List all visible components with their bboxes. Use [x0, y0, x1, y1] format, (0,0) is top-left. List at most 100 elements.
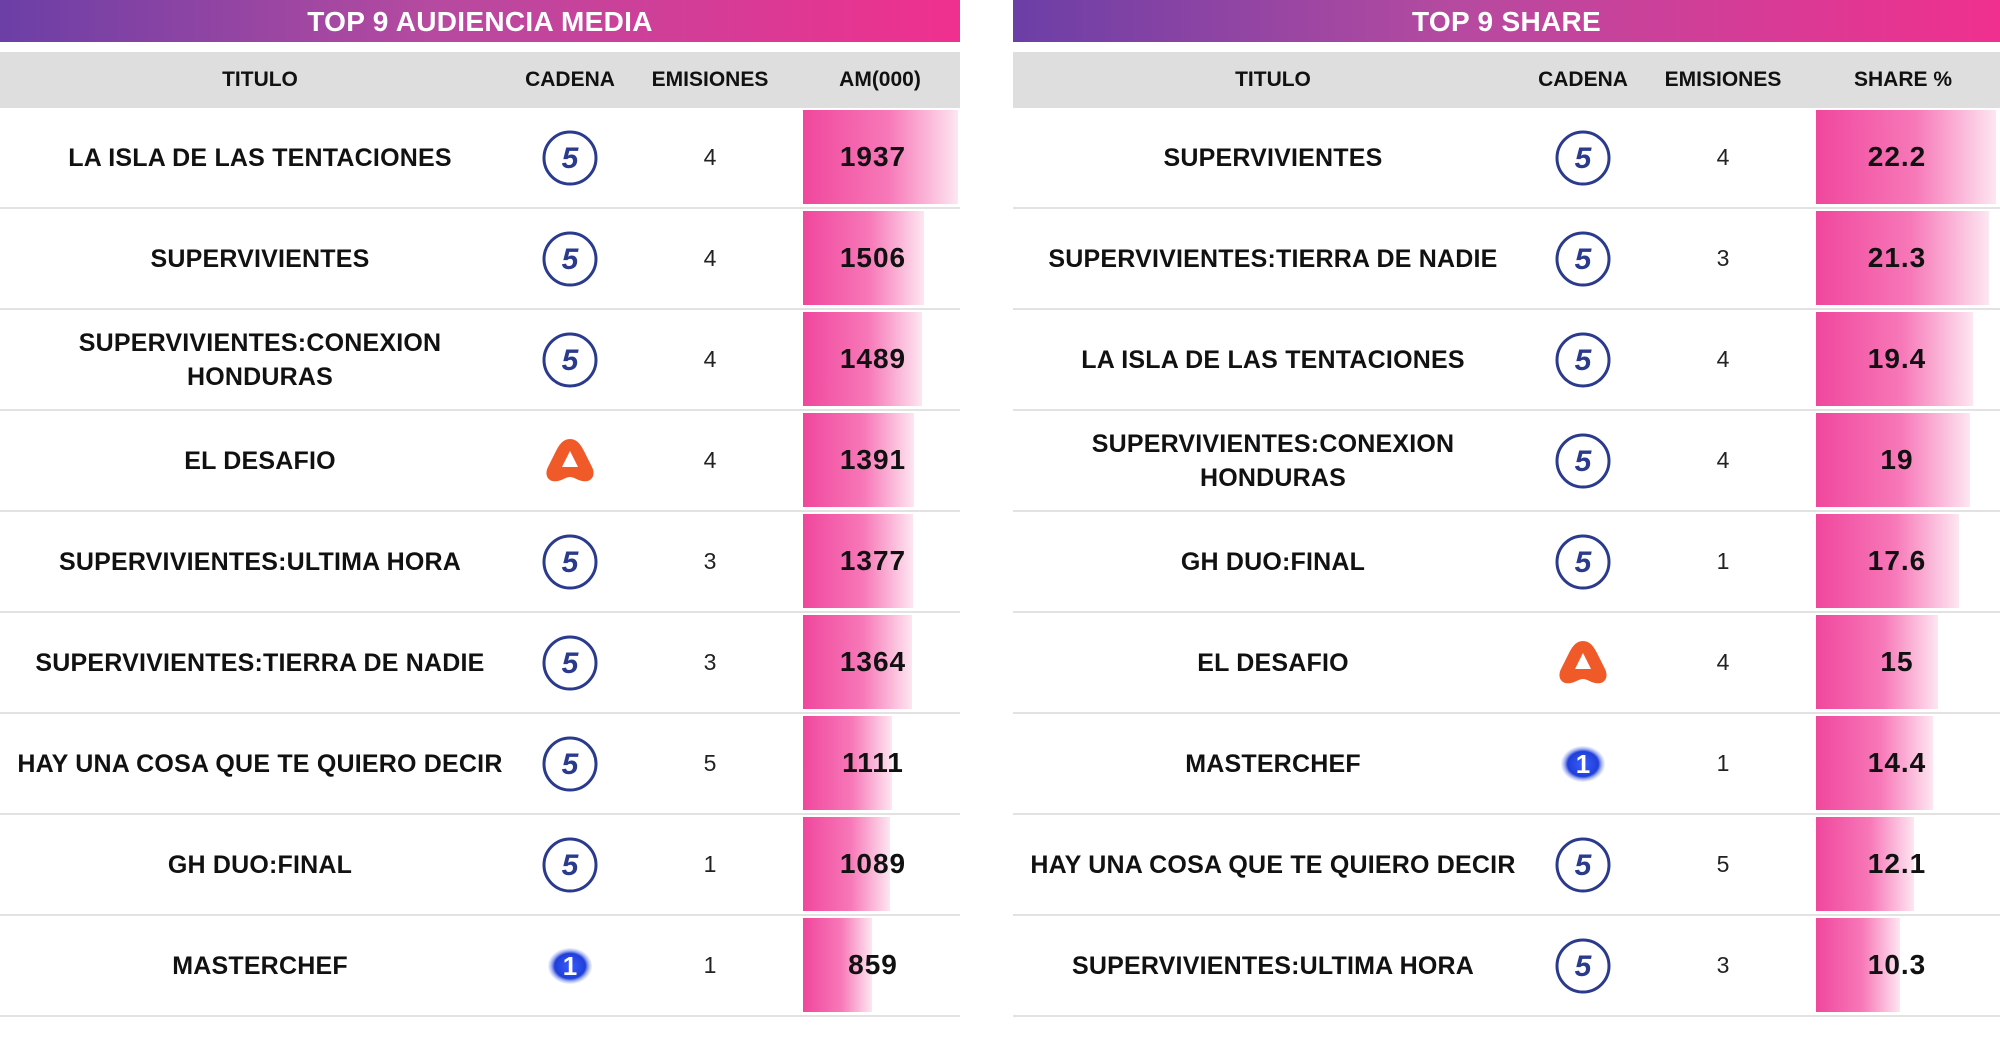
- value-bar: [803, 312, 922, 406]
- row-emisiones: 4: [1716, 346, 1730, 372]
- value-cell: 1937: [803, 110, 958, 204]
- value-bar: [803, 110, 958, 204]
- value-cell: 15: [1816, 615, 1996, 709]
- row-title: EL DESAFIO: [1197, 648, 1349, 677]
- telecinco-logo-icon: 5: [1533, 209, 1633, 308]
- row-emisiones: 1: [703, 851, 717, 877]
- row-title: LA ISLA DE LAS TENTACIONES: [68, 143, 452, 172]
- row-title: SUPERVIVIENTES: [1163, 143, 1383, 172]
- table-row: EL DESAFIO 4 1391: [0, 411, 960, 512]
- value-label: 1364: [839, 646, 907, 677]
- value-bar: [1816, 817, 1914, 911]
- value-cell: 17.6: [1816, 514, 1996, 608]
- table-row: MASTERCHEF 1 1 14.4: [1013, 714, 2000, 815]
- svg-text:5: 5: [1575, 142, 1593, 175]
- svg-text:5: 5: [562, 748, 580, 781]
- value-label: 1506: [839, 242, 907, 273]
- svg-text:5: 5: [562, 142, 580, 175]
- row-title: SUPERVIVIENTES: [150, 244, 370, 273]
- telecinco-logo-icon: 5: [1533, 411, 1633, 510]
- value-label: 19: [1880, 444, 1914, 475]
- telecinco-logo-icon: 5: [1533, 916, 1633, 1015]
- telecinco-logo-icon: 5: [1533, 815, 1633, 914]
- row-emisiones: 5: [1716, 851, 1730, 877]
- value-label: 21.3: [1867, 242, 1927, 273]
- row-emisiones: 4: [703, 144, 717, 170]
- telecinco-logo-icon: 5: [520, 613, 620, 712]
- svg-text:5: 5: [562, 344, 580, 377]
- telecinco-logo-icon: 5: [520, 815, 620, 914]
- value-cell: 859: [803, 918, 958, 1012]
- value-cell: 22.2: [1816, 110, 1996, 204]
- value-label: 1489: [839, 343, 907, 374]
- row-title: EL DESAFIO: [184, 446, 336, 475]
- svg-text:5: 5: [1575, 546, 1593, 579]
- table-row: GH DUO:FINAL 5 1 1089: [0, 815, 960, 916]
- value-cell: 19.4: [1816, 312, 1996, 406]
- row-title: MASTERCHEF: [1185, 749, 1361, 778]
- share-rows: SUPERVIVIENTES 5 4 22.2 SUPERVIVIENTES:TIERR…: [1013, 108, 2000, 1017]
- value-label: 1111: [842, 747, 904, 778]
- table-row: SUPERVIVIENTES:TIERRA DE NADIE 5 3 1364: [0, 613, 960, 714]
- svg-text:5: 5: [1575, 849, 1593, 882]
- row-emisiones: 3: [703, 548, 717, 574]
- svg-text:1: 1: [563, 951, 577, 981]
- table-row: SUPERVIVIENTES:TIERRA DE NADIE 5 3 21.3: [1013, 209, 2000, 310]
- value-label: 19.4: [1867, 343, 1927, 374]
- value-cell: 19: [1816, 413, 1996, 507]
- value-bar: [1816, 716, 1933, 810]
- audiencia-media-rows: LA ISLA DE LAS TENTACIONES 5 4 1937 SUPERVIV…: [0, 108, 960, 1017]
- value-bar: [803, 615, 912, 709]
- row-title: SUPERVIVIENTES:ULTIMA HORA: [59, 547, 461, 576]
- row-emisiones: 3: [1716, 245, 1730, 271]
- value-bar: [803, 817, 890, 911]
- row-emisiones: 4: [1716, 447, 1730, 473]
- table-row: LA ISLA DE LAS TENTACIONES 5 4 1937: [0, 108, 960, 209]
- value-bar: [1816, 312, 1973, 406]
- value-cell: 14.4: [1816, 716, 1996, 810]
- row-title: MASTERCHEF: [172, 951, 348, 980]
- svg-text:1: 1: [1576, 749, 1590, 779]
- row-title: SUPERVIVIENTES:TIERRA DE NADIE: [35, 648, 485, 677]
- row-emisiones: 4: [703, 245, 717, 271]
- share-panel: TOP 9 SHARE TITULO CADENA EMISIONES SHAR…: [1013, 0, 2000, 1017]
- row-emisiones: 3: [1716, 952, 1730, 978]
- table-row: GH DUO:FINAL 5 1 17.6: [1013, 512, 2000, 613]
- row-title: SUPERVIVIENTES:ULTIMA HORA: [1072, 951, 1474, 980]
- header-am: AM(000): [839, 68, 921, 91]
- row-title: SUPERVIVIENTES:TIERRA DE NADIE: [1048, 244, 1498, 273]
- la1-logo-icon: 1: [1533, 714, 1633, 813]
- antena3-logo-icon: [1533, 613, 1633, 712]
- header-share: SHARE %: [1853, 68, 1953, 91]
- header-titulo: TITULO: [222, 68, 298, 91]
- value-bar: [803, 716, 892, 810]
- row-title: HAY UNA COSA QUE TE QUIERO DECIR: [17, 749, 503, 778]
- table-row: EL DESAFIO 4 15: [1013, 613, 2000, 714]
- row-emisiones: 3: [703, 649, 717, 675]
- value-cell: 12.1: [1816, 817, 1996, 911]
- telecinco-logo-icon: 5: [1533, 310, 1633, 409]
- telecinco-logo-icon: 5: [520, 714, 620, 813]
- value-bar: [1816, 211, 1989, 305]
- value-bar: [1816, 413, 1970, 507]
- antena3-logo-icon: [520, 411, 620, 510]
- svg-text:5: 5: [562, 546, 580, 579]
- value-bar: [803, 514, 913, 608]
- value-cell: 1506: [803, 211, 958, 305]
- value-cell: 1089: [803, 817, 958, 911]
- value-label: 1377: [839, 545, 907, 576]
- table-row: MASTERCHEF 1 1 859: [0, 916, 960, 1017]
- row-emisiones: 4: [703, 447, 717, 473]
- row-title: GH DUO:FINAL: [1180, 547, 1366, 576]
- value-bar: [803, 211, 924, 305]
- value-label: 12.1: [1867, 848, 1927, 879]
- value-cell: 21.3: [1816, 211, 1996, 305]
- audiencia-media-header: TITULO CADENA EMISIONES AM(000): [0, 52, 960, 108]
- value-bar: [1816, 514, 1959, 608]
- header-titulo: TITULO: [1235, 68, 1311, 91]
- table-row: SUPERVIVIENTES 5 4 1506: [0, 209, 960, 310]
- value-bar: [1816, 615, 1938, 709]
- share-header: TITULO CADENA EMISIONES SHARE %: [1013, 52, 2000, 108]
- row-title: LA ISLA DE LAS TENTACIONES: [1081, 345, 1465, 374]
- table-row: HAY UNA COSA QUE TE QUIERO DECIR 5 5 12.1: [1013, 815, 2000, 916]
